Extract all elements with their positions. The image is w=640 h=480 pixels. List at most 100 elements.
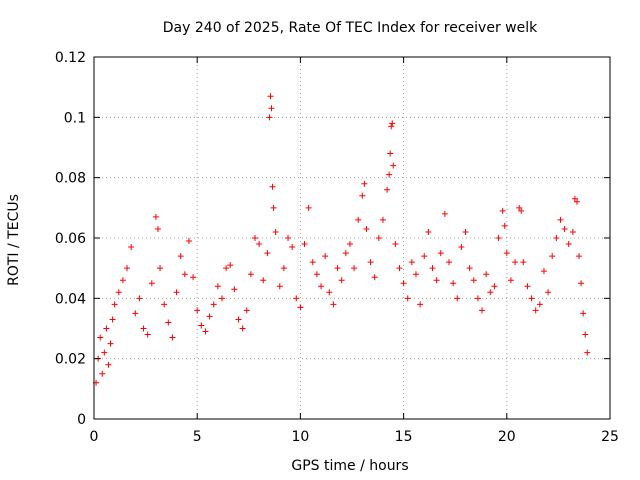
y-tick-label: 0.12 <box>55 50 86 66</box>
data-point <box>330 301 337 308</box>
data-point <box>322 253 329 260</box>
y-tick-label: 0 <box>77 412 86 428</box>
data-point <box>421 253 428 260</box>
x-tick-label: 5 <box>193 429 202 445</box>
data-point <box>210 301 217 308</box>
data-point <box>351 265 358 272</box>
data-point <box>363 225 370 232</box>
data-point <box>223 265 230 272</box>
data-point <box>280 265 287 272</box>
data-point <box>181 271 188 278</box>
data-point <box>536 301 543 308</box>
data-point <box>479 307 486 314</box>
data-point <box>528 295 535 302</box>
data-point <box>396 265 403 272</box>
data-point <box>173 289 180 296</box>
data-point <box>483 271 490 278</box>
data-point <box>247 271 254 278</box>
data-point <box>269 183 276 190</box>
data-point <box>462 228 469 235</box>
data-point <box>387 150 394 157</box>
data-point <box>569 228 576 235</box>
data-point <box>119 277 126 284</box>
data-point <box>561 225 568 232</box>
data-point <box>390 162 397 169</box>
data-point <box>264 250 271 257</box>
data-point <box>408 259 415 266</box>
data-point <box>177 253 184 260</box>
data-point <box>157 265 164 272</box>
data-point <box>584 349 591 356</box>
data-point <box>557 216 564 223</box>
chart-title: Day 240 of 2025, Rate Of TEC Index for r… <box>163 20 538 36</box>
data-point <box>553 235 560 241</box>
data-point <box>458 244 465 251</box>
data-point <box>334 265 341 272</box>
data-point <box>342 250 349 257</box>
data-point <box>251 235 258 241</box>
data-point <box>267 93 274 100</box>
data-point <box>148 280 155 287</box>
data-point <box>231 286 238 293</box>
data-point <box>318 283 325 290</box>
data-point <box>540 268 547 275</box>
data-point <box>384 186 391 193</box>
data-point <box>190 274 197 281</box>
data-point <box>454 295 461 302</box>
data-point <box>495 235 502 241</box>
data-point <box>101 349 108 356</box>
x-tick-label: 25 <box>601 429 619 445</box>
x-axis-ticks: 0 5 10 15 20 25 <box>90 57 619 445</box>
data-point <box>266 114 273 121</box>
data-point <box>412 271 419 278</box>
data-point <box>578 280 585 287</box>
data-point <box>580 310 587 317</box>
data-point <box>227 262 234 269</box>
data-point <box>361 180 368 187</box>
data-point <box>437 250 444 257</box>
data-point <box>109 316 116 323</box>
data-point <box>388 123 395 130</box>
data-point <box>501 222 508 229</box>
data-point <box>576 253 583 260</box>
data-point <box>305 204 312 211</box>
data-point <box>470 277 477 284</box>
data-point <box>309 259 316 266</box>
data-point <box>507 277 514 284</box>
data-point <box>218 295 225 302</box>
data-point <box>202 328 209 335</box>
data-point <box>169 334 176 341</box>
data-point <box>260 277 267 284</box>
data-point <box>272 228 279 235</box>
data-point <box>239 325 246 332</box>
data-point <box>450 280 457 287</box>
data-point <box>99 370 106 377</box>
data-point <box>425 228 432 235</box>
data-point <box>466 265 473 272</box>
data-point <box>115 289 122 296</box>
x-axis-label: GPS time / hours <box>291 458 408 474</box>
data-point <box>520 259 527 266</box>
data-point <box>545 289 552 296</box>
y-tick-label: 0.04 <box>55 291 86 307</box>
data-point <box>136 295 143 302</box>
data-point <box>165 319 172 326</box>
data-point <box>375 235 382 241</box>
data-point <box>270 204 277 211</box>
data-point <box>289 244 296 251</box>
data-point <box>338 277 345 284</box>
data-point <box>152 213 159 220</box>
data-point <box>285 235 292 241</box>
data-point <box>532 307 539 314</box>
data-point <box>97 334 104 341</box>
data-point <box>491 283 498 290</box>
data-point <box>571 195 578 202</box>
data-point <box>103 325 110 332</box>
data-point <box>346 241 353 248</box>
data-point <box>124 265 131 272</box>
data-point <box>198 322 205 329</box>
data-point <box>194 307 201 314</box>
data-point <box>582 331 589 338</box>
y-tick-label: 0.08 <box>55 171 86 187</box>
